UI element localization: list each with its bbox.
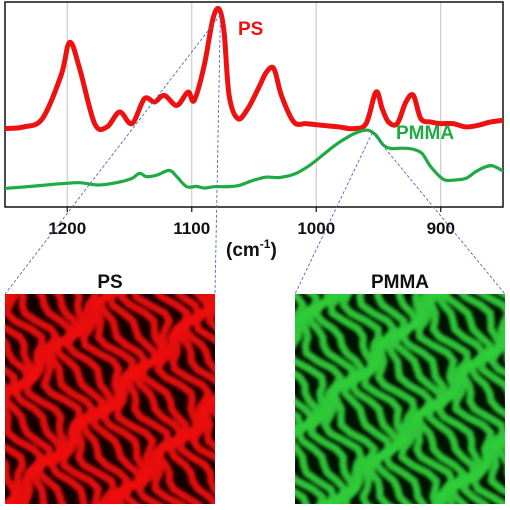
x-tick-labels: 1200 1100 1000 900 bbox=[48, 219, 455, 238]
ps-panel-title: PS bbox=[97, 272, 122, 293]
ps-callout-line-1 bbox=[4, 14, 221, 295]
plot-frame bbox=[4, 1, 504, 208]
ps-series-line bbox=[5, 5, 503, 133]
x-axis-unit-label: (cm-1) bbox=[226, 237, 277, 261]
unit-exponent: -1 bbox=[260, 237, 271, 251]
vertical-gridlines bbox=[66, 2, 442, 207]
pmma-map-image bbox=[295, 294, 505, 504]
unit-close: ) bbox=[270, 240, 276, 261]
x-axis-ticks bbox=[66, 207, 442, 212]
pmma-series-line bbox=[5, 128, 503, 190]
ps-map-image bbox=[5, 294, 215, 504]
ps-callout-line-2 bbox=[214, 14, 221, 295]
pmma-panel-title: PMMA bbox=[371, 272, 429, 293]
unit-base: (cm bbox=[226, 240, 260, 261]
pmma-callout-line-1 bbox=[294, 132, 373, 295]
tick-label-900: 900 bbox=[427, 219, 455, 238]
pmma-callout-line-2 bbox=[371, 132, 506, 295]
series-layer bbox=[5, 5, 503, 190]
callout-lines bbox=[4, 14, 506, 295]
pmma-series-label: PMMA bbox=[396, 123, 454, 144]
tick-label-1200: 1200 bbox=[48, 219, 86, 238]
tick-label-1000: 1000 bbox=[297, 219, 335, 238]
tick-label-1100: 1100 bbox=[173, 219, 210, 238]
ps-series-label: PS bbox=[238, 19, 263, 40]
